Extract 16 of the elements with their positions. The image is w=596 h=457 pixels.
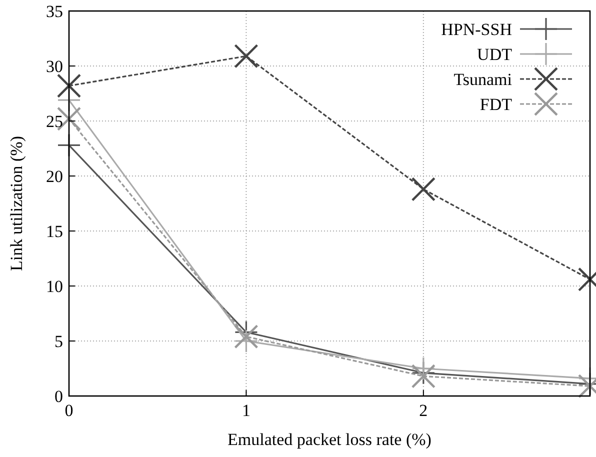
y-tick-label: 0 <box>54 387 63 406</box>
legend-label: Tsunami <box>454 70 512 89</box>
legend-label: FDT <box>480 95 513 114</box>
y-tick-label: 15 <box>46 222 63 241</box>
legend-label: HPN-SSH <box>441 20 512 39</box>
x-axis-title: Emulated packet loss rate (%) <box>228 430 432 449</box>
y-tick-label: 25 <box>46 112 63 131</box>
legend-label: UDT <box>477 45 513 64</box>
y-axis-title: Link utilization (%) <box>7 136 26 272</box>
x-tick-label: 1 <box>242 401 250 420</box>
y-tick-label: 10 <box>46 277 63 296</box>
x-tick-label: 2 <box>419 401 428 420</box>
y-tick-label: 30 <box>46 57 63 76</box>
y-tick-label: 5 <box>54 332 63 351</box>
y-tick-label: 20 <box>46 167 63 186</box>
y-tick-label: 35 <box>46 2 63 21</box>
